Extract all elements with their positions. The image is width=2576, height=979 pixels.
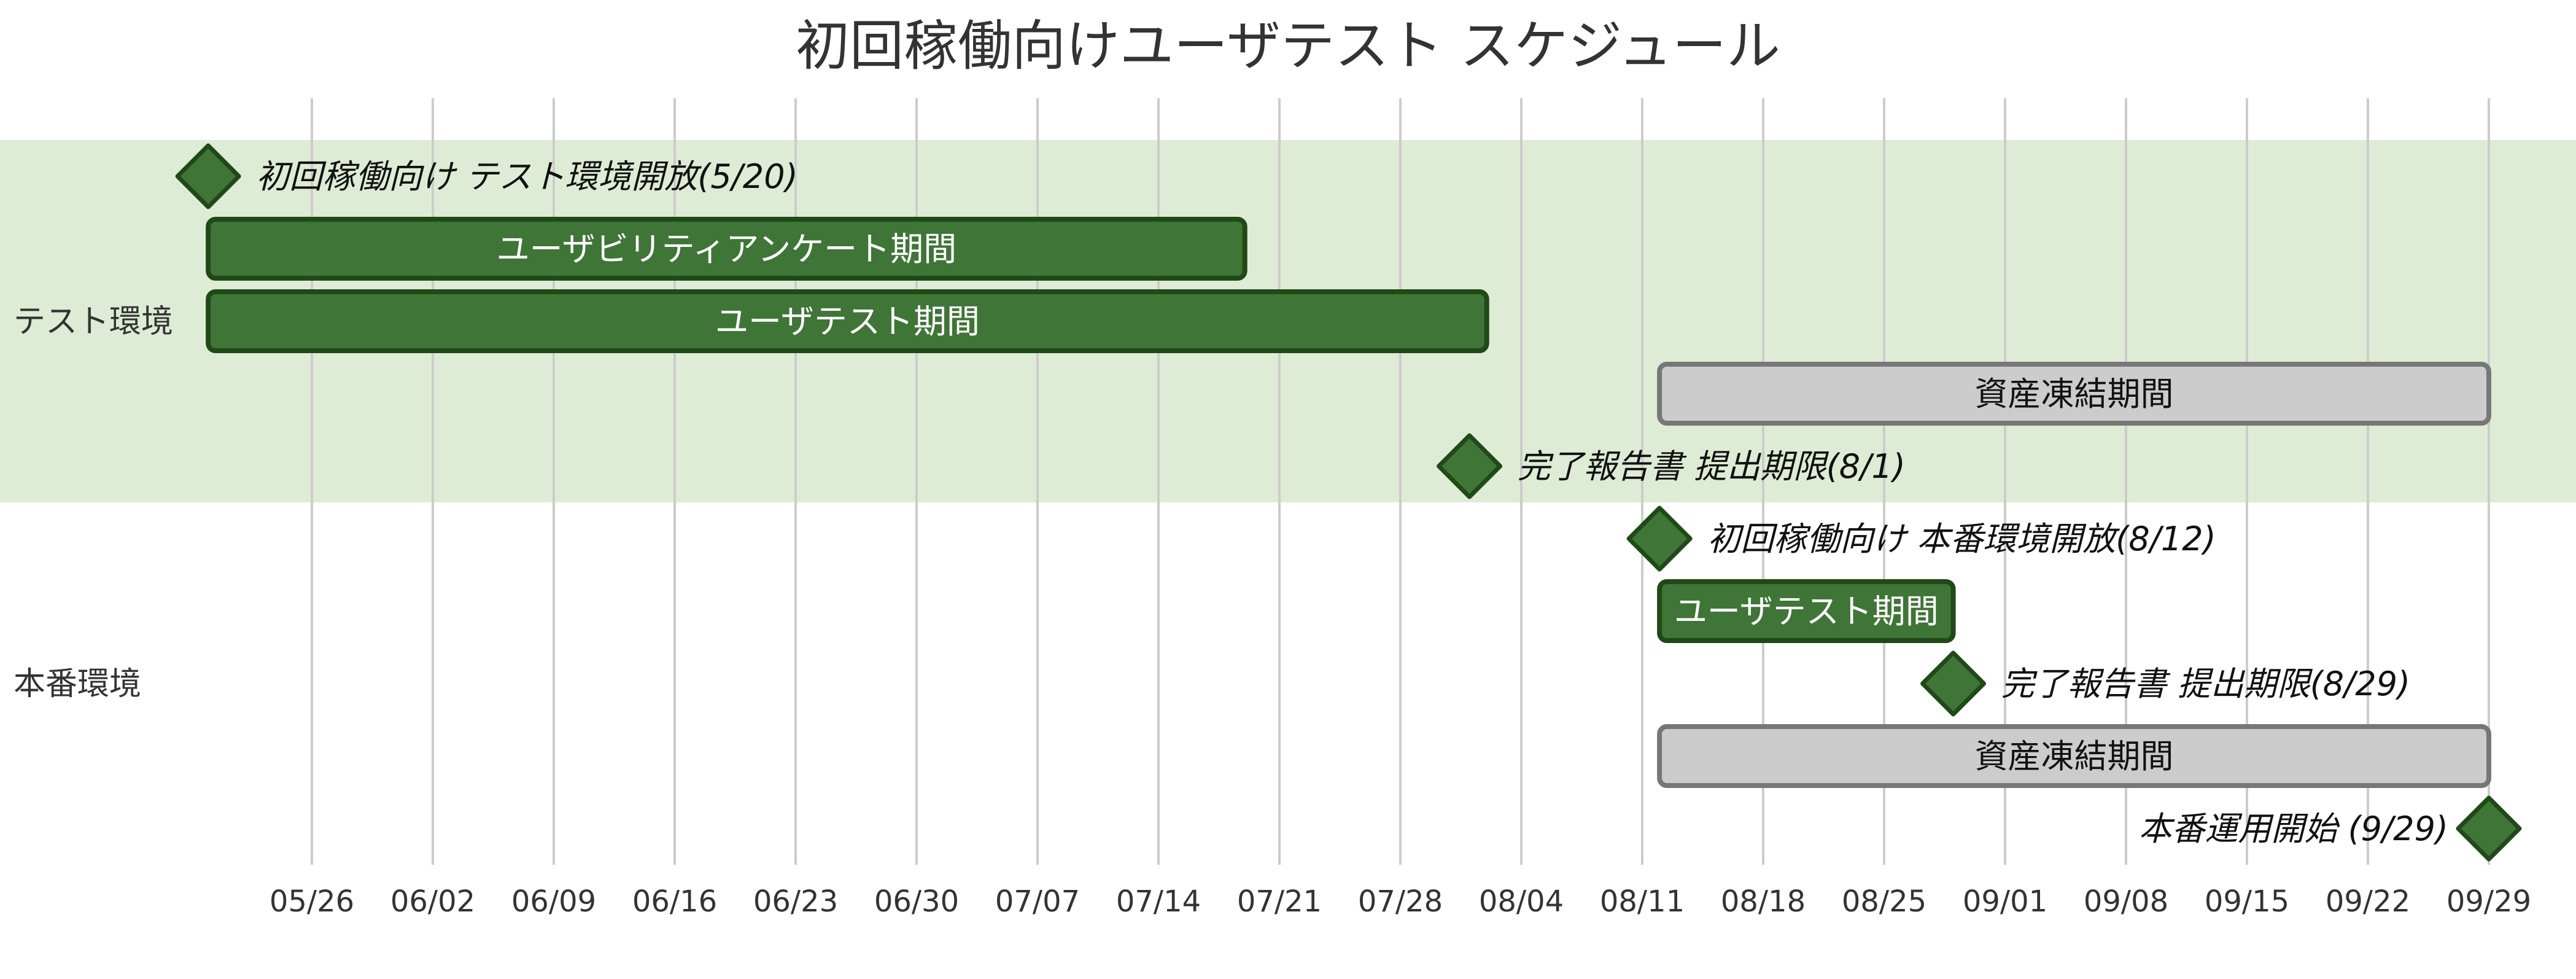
task-bar-label: ユーザテスト期間 [1674, 592, 1939, 631]
task-bar [206, 289, 1489, 353]
milestone-marker [1920, 650, 1987, 717]
milestone-marker [1437, 433, 1503, 499]
milestone-label: 初回稼働向け テスト環境開放(5/20) [256, 157, 798, 196]
task-marks: 初回稼働向け テスト環境開放(5/20) ユーザビリティアンケート期間ユーザテスト… [175, 143, 2522, 862]
milestone-marker [2456, 795, 2522, 862]
section-label: 本番環境 [14, 666, 141, 703]
section-label: テスト環境 [14, 303, 173, 340]
task-bar-label: ユーザテスト期間 [715, 302, 980, 341]
tick-label: 09/22 [2326, 884, 2410, 919]
tick-label: 07/07 [995, 884, 1080, 919]
tick-label: 09/15 [2205, 884, 2289, 919]
x-axis-ticks: 05/26 06/02 06/09 06/16 06/23 06/30 07/07 07/14… [270, 884, 2531, 919]
milestone-label: 初回稼働向け 本番環境開放(8/12) [1707, 520, 2216, 558]
task-bar-label: 資産凍結期間 [1975, 375, 2174, 413]
tick-label: 09/01 [1963, 884, 2047, 919]
tick-label: 06/23 [753, 884, 838, 919]
tick-label: 05/26 [270, 884, 354, 919]
tick-label: 08/04 [1479, 884, 1564, 919]
task-bar [206, 217, 1247, 281]
tick-label: 07/28 [1358, 884, 1443, 919]
task-bar-label: 資産凍結期間 [1975, 737, 2174, 776]
task-bar [1657, 724, 2491, 788]
milestone-marker [1626, 505, 1693, 572]
task-bar [1657, 362, 2491, 426]
tick-label: 06/30 [874, 884, 959, 919]
tick-label: 08/25 [1842, 884, 1926, 919]
milestone-marker [175, 143, 241, 209]
chart-title: 初回稼働向けユーザテスト スケジュール [796, 14, 1780, 77]
tick-label: 09/29 [2446, 884, 2531, 919]
tick-label: 07/21 [1237, 884, 1322, 919]
milestone-label: 本番運用開始 (9/29) [2138, 809, 2448, 848]
tick-label: 06/02 [390, 884, 475, 919]
tick-label: 06/09 [511, 884, 596, 919]
tick-label: 08/11 [1600, 884, 1685, 919]
task-bar [1657, 579, 1956, 643]
tick-label: 08/18 [1721, 884, 1806, 919]
milestone-label: 完了報告書 提出期限(8/29) [2001, 665, 2411, 703]
tick-label: 09/08 [2084, 884, 2168, 919]
tick-label: 07/14 [1116, 884, 1201, 919]
task-bar-label: ユーザビリティアンケート期間 [497, 230, 957, 268]
tick-label: 06/16 [632, 884, 717, 919]
milestone-label: 完了報告書 提出期限(8/1) [1518, 447, 1906, 486]
